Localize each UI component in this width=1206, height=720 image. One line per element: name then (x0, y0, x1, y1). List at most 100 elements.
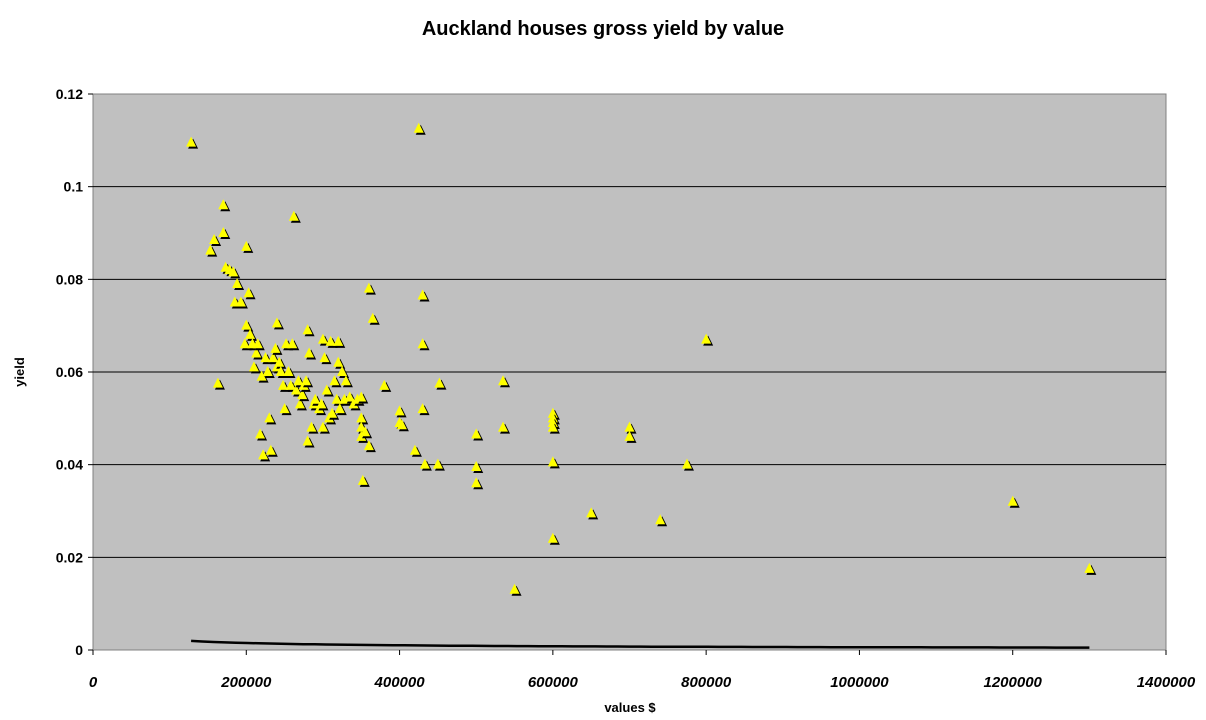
point-marker (283, 366, 294, 376)
data-point (547, 532, 560, 545)
point-marker (498, 421, 509, 432)
data-point (262, 366, 275, 378)
data-point (419, 458, 432, 471)
point-marker (655, 514, 666, 525)
point-marker (248, 361, 259, 372)
data-point (301, 375, 314, 388)
gridlines (93, 186, 1166, 558)
data-point (1084, 562, 1097, 575)
x-tick-label: 400000 (374, 674, 426, 691)
data-point (317, 421, 330, 434)
point-marker (288, 210, 299, 221)
point-marker (317, 333, 328, 344)
data-point (356, 412, 369, 425)
point-marker (291, 384, 302, 395)
point-marker (302, 435, 313, 446)
data-point (340, 375, 353, 388)
point-marker (509, 583, 520, 594)
data-point (271, 317, 284, 330)
data-point (251, 347, 264, 360)
data-point (498, 421, 511, 434)
data-point (471, 477, 484, 490)
data-point (498, 375, 511, 388)
data-point (434, 377, 447, 390)
data-point (471, 428, 484, 441)
point-marker (218, 199, 229, 210)
point-marker (304, 347, 315, 358)
y-tick-label: 0.08 (56, 271, 83, 287)
point-marker (417, 289, 428, 300)
data-point (409, 444, 422, 457)
data-point (274, 356, 287, 369)
data-point (212, 377, 225, 390)
data-point (417, 338, 430, 351)
data-point (209, 233, 222, 246)
x-tick-label: 600000 (528, 674, 579, 691)
point-marker (256, 370, 267, 381)
point-marker (1084, 562, 1095, 573)
point-marker (471, 460, 482, 471)
point-marker (471, 428, 482, 439)
point-marker (294, 398, 305, 409)
point-marker (325, 335, 336, 346)
point-marker (287, 338, 298, 349)
point-marker (547, 421, 558, 432)
data-point (228, 266, 241, 279)
point-marker (265, 444, 276, 455)
data-point (294, 398, 307, 411)
data-point (232, 277, 245, 290)
data-point (243, 287, 256, 300)
data-point (186, 136, 199, 149)
point-marker (245, 328, 256, 339)
data-point (248, 361, 261, 374)
point-marker (419, 458, 430, 469)
point-marker (1007, 495, 1018, 506)
point-marker (360, 426, 371, 437)
point-marker (301, 375, 312, 386)
point-marker (278, 379, 289, 390)
data-point (288, 210, 301, 223)
data-point (509, 583, 522, 596)
point-marker (413, 122, 424, 133)
x-axis-ticks: 0 200000 400000 600000 800000 1000000 1200000 1… (89, 650, 1196, 691)
point-marker (379, 379, 390, 390)
data-point (413, 122, 426, 135)
data-point (586, 507, 599, 520)
data-point (264, 412, 277, 425)
y-tick-label: 0.06 (56, 364, 83, 380)
point-marker (334, 403, 345, 414)
data-point (367, 312, 380, 325)
y-tick-label: 0.04 (56, 457, 83, 473)
point-marker (701, 333, 712, 344)
y-tick-label: 0.1 (64, 179, 84, 195)
y-tick-label: 0 (75, 642, 83, 658)
data-point (270, 342, 283, 355)
point-marker (319, 352, 330, 363)
point-marker (274, 356, 285, 367)
data-point (363, 282, 376, 295)
point-marker (547, 456, 558, 467)
data-point (396, 419, 409, 432)
point-marker (417, 338, 428, 349)
point-marker (264, 412, 275, 423)
point-marker (251, 347, 262, 358)
point-marker (258, 449, 269, 460)
point-marker (209, 233, 220, 244)
data-point (205, 244, 218, 257)
point-marker (306, 421, 317, 432)
point-marker (212, 377, 223, 388)
data-point (218, 199, 231, 212)
x-tick-label: 1000000 (830, 674, 889, 691)
data-point (302, 324, 315, 337)
data-point (279, 403, 292, 416)
x-tick-label: 1200000 (984, 674, 1043, 691)
data-point (218, 227, 231, 239)
data-point (255, 428, 268, 441)
data-points (186, 122, 1097, 596)
point-marker (340, 375, 351, 386)
point-marker (394, 405, 405, 416)
point-marker (252, 338, 263, 349)
point-marker (279, 403, 290, 414)
y-tick-label: 0.12 (56, 86, 83, 102)
point-marker (432, 458, 443, 469)
